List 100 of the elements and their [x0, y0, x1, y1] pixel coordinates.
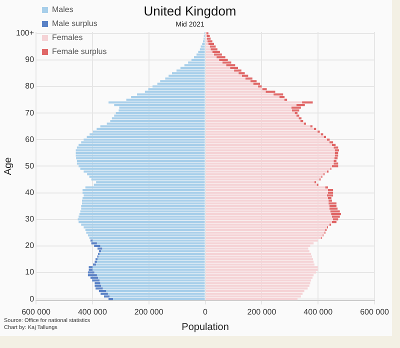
bar — [222, 62, 232, 64]
x-axis-title: Population — [182, 322, 229, 333]
bar — [206, 74, 242, 77]
y-tick-label: 50 — [25, 161, 35, 170]
bar — [86, 232, 205, 234]
bar — [82, 197, 205, 200]
bar — [206, 54, 214, 56]
bar — [102, 287, 205, 290]
bar — [93, 130, 205, 133]
bar — [90, 276, 98, 279]
bar — [329, 208, 338, 210]
bar — [102, 248, 205, 250]
y-tick-label: 70 — [25, 108, 35, 118]
x-tick-label: 400 000 — [78, 307, 108, 316]
bar — [79, 212, 205, 216]
bar — [206, 282, 310, 284]
bar — [206, 144, 332, 146]
bar — [294, 112, 298, 114]
x-tick-label: 600 000 — [360, 307, 390, 316]
bar — [78, 216, 205, 218]
bar — [191, 58, 205, 61]
bar — [96, 263, 205, 266]
bar — [329, 205, 336, 208]
x-tick-label: 600 000 — [22, 307, 52, 316]
bar — [206, 42, 208, 46]
bar — [206, 56, 217, 58]
bar — [108, 292, 205, 295]
bar — [101, 284, 205, 287]
y-tick-label: 30 — [25, 214, 35, 224]
y-tick-label: 20 — [25, 241, 35, 250]
bar — [78, 218, 205, 220]
bar — [101, 250, 205, 252]
bar — [82, 189, 205, 192]
bar — [99, 279, 205, 282]
bar — [210, 48, 218, 50]
bar — [230, 66, 238, 69]
bar — [206, 64, 226, 66]
chart-title: United Kingdom — [144, 3, 236, 18]
x-tick-label: 200 000 — [247, 307, 277, 316]
bar — [206, 101, 302, 104]
legend-label: Male surplus — [52, 19, 98, 28]
bar — [180, 66, 205, 69]
bar — [206, 170, 327, 173]
bar — [96, 242, 205, 244]
bar — [206, 220, 332, 224]
bar — [110, 120, 205, 122]
bar — [284, 98, 288, 101]
bar — [198, 50, 205, 53]
bar — [206, 279, 312, 282]
bar — [94, 271, 205, 274]
bar — [76, 154, 205, 157]
bar — [329, 141, 334, 144]
bar — [326, 194, 334, 196]
bar — [206, 168, 330, 170]
bar — [113, 298, 205, 300]
bar — [206, 240, 318, 242]
bar — [332, 216, 340, 218]
bar — [92, 268, 205, 271]
bar — [206, 228, 326, 232]
bar — [94, 282, 100, 284]
bar — [84, 226, 205, 228]
bar — [78, 144, 205, 146]
bar — [82, 202, 205, 204]
bar — [168, 74, 205, 77]
bar — [206, 287, 308, 290]
bar — [206, 252, 312, 255]
bar — [90, 133, 205, 136]
bar — [184, 64, 205, 66]
bar — [88, 271, 94, 274]
bar — [76, 157, 205, 160]
bar — [334, 157, 338, 160]
bar — [98, 250, 102, 252]
bar — [206, 128, 314, 130]
bar — [206, 178, 320, 181]
bar — [298, 117, 302, 120]
bar — [206, 263, 314, 266]
bar — [91, 178, 205, 181]
bar — [206, 130, 318, 133]
bar — [206, 202, 329, 204]
bar — [206, 248, 308, 250]
bar — [332, 220, 336, 224]
y-tick-label: 100+ — [16, 28, 34, 38]
bar — [94, 244, 100, 247]
bar — [253, 82, 260, 85]
bar — [85, 228, 205, 232]
bar — [206, 88, 262, 90]
bar — [206, 274, 314, 276]
bar — [78, 220, 205, 224]
bar — [100, 292, 108, 295]
bar — [216, 56, 226, 58]
bar — [334, 160, 336, 162]
bar — [108, 101, 205, 104]
bar — [206, 290, 304, 292]
bar — [206, 218, 333, 220]
bar — [292, 109, 300, 112]
y-tick-label: 40 — [25, 188, 35, 197]
bar — [98, 290, 106, 292]
bar — [206, 117, 299, 120]
y-tick-label: 90 — [25, 55, 35, 64]
bar — [245, 77, 252, 80]
